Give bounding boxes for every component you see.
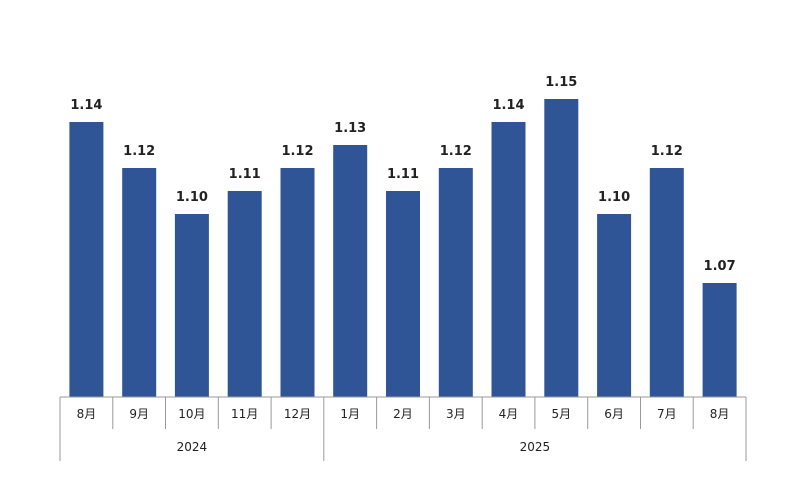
category-label: 1月 — [340, 407, 360, 421]
data-label: 1.12 — [123, 144, 155, 159]
bar — [174, 214, 209, 397]
bar — [280, 168, 315, 397]
bar — [491, 122, 526, 397]
bar — [333, 145, 368, 397]
category-label: 8月 — [710, 407, 730, 421]
bar — [649, 168, 684, 397]
category-label: 7月 — [657, 407, 677, 421]
category-label: 2月 — [393, 407, 413, 421]
bar — [544, 99, 579, 397]
x-axis — [59, 396, 747, 429]
data-label: 1.12 — [440, 144, 472, 159]
data-label: 1.12 — [651, 144, 683, 159]
data-label: 1.11 — [387, 167, 419, 182]
data-label: 1.15 — [545, 75, 577, 90]
data-label: 1.14 — [492, 98, 524, 113]
year-groups-layer: 2024 2025 — [59, 429, 747, 461]
data-label: 1.14 — [70, 98, 102, 113]
category-label: 3月 — [446, 407, 466, 421]
category-label: 6月 — [604, 407, 624, 421]
category-label: 10月 — [178, 407, 205, 421]
category-label: 5月 — [551, 407, 571, 421]
year-group-label: 2025 — [520, 440, 551, 454]
data-label: 1.11 — [229, 167, 261, 182]
category-label: 9月 — [129, 407, 149, 421]
data-label: 1.13 — [334, 121, 366, 136]
category-ticks-layer: 8月 9月 10月 11月 12月 1月 2月 3月 4月 5月 6月 7月 8月 — [77, 407, 730, 421]
data-label: 1.10 — [176, 190, 208, 205]
bars-layer — [69, 99, 737, 397]
category-label: 11月 — [231, 407, 258, 421]
data-label: 1.07 — [704, 259, 736, 274]
category-label: 4月 — [499, 407, 519, 421]
year-group-label: 2024 — [177, 440, 208, 454]
data-label: 1.10 — [598, 190, 630, 205]
value-labels-layer: 1.14 1.12 1.10 1.11 1.12 1.13 1.11 1.12 1.14 1.15… — [70, 75, 735, 274]
bar — [438, 168, 473, 397]
bar — [386, 191, 420, 397]
bar — [122, 168, 157, 397]
bar — [702, 283, 737, 397]
bar — [597, 214, 632, 397]
category-label: 12月 — [284, 407, 311, 421]
bar — [69, 122, 104, 397]
data-label: 1.12 — [281, 144, 313, 159]
bar — [227, 191, 262, 397]
category-label: 8月 — [77, 407, 97, 421]
